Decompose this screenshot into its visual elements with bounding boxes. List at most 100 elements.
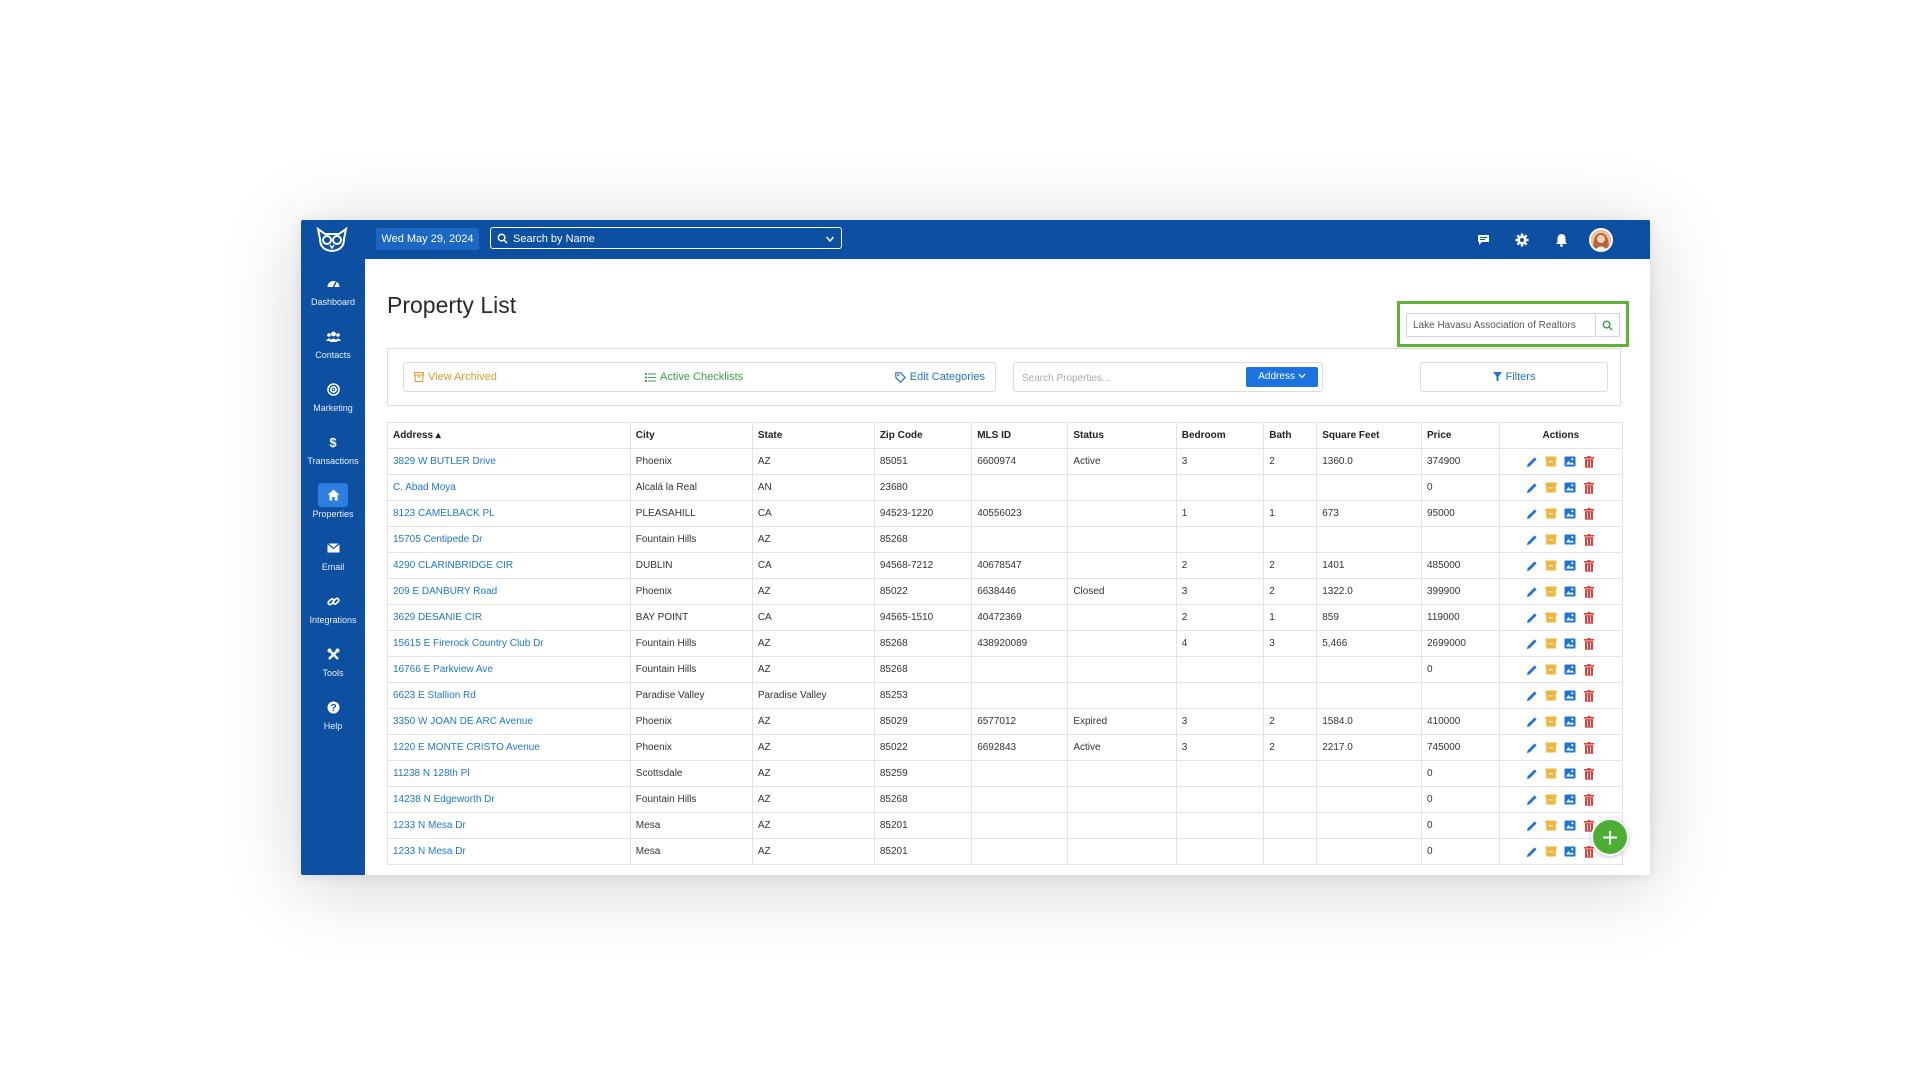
image-gallery-icon[interactable] — [1564, 585, 1577, 598]
image-gallery-icon[interactable] — [1564, 767, 1577, 780]
table-row[interactable]: 8123 CAMELBACK PL PLEASAHILL CA 94523-1220 4… — [387, 500, 1624, 527]
image-gallery-icon[interactable] — [1564, 533, 1577, 546]
archive-icon[interactable] — [1545, 741, 1558, 754]
edit-pencil-icon[interactable] — [1526, 507, 1539, 520]
cell-address[interactable]: 14238 N Edgeworth Dr — [387, 786, 631, 813]
column-header-address[interactable]: Address ▴ — [387, 422, 631, 449]
chat-icon[interactable] — [1472, 229, 1494, 251]
delete-trash-icon[interactable] — [1583, 455, 1596, 468]
image-gallery-icon[interactable] — [1564, 663, 1577, 676]
image-gallery-icon[interactable] — [1564, 845, 1577, 858]
filters-button[interactable]: Filters — [1420, 362, 1608, 392]
column-header-bedroom[interactable]: Bedroom — [1175, 422, 1265, 449]
edit-pencil-icon[interactable] — [1526, 715, 1539, 728]
delete-trash-icon[interactable] — [1583, 637, 1596, 650]
cell-address[interactable]: 8123 CAMELBACK PL — [387, 500, 631, 527]
image-gallery-icon[interactable] — [1564, 507, 1577, 520]
cell-address[interactable]: 11238 N 128th Pl — [387, 760, 631, 787]
table-row[interactable]: 3350 W JOAN DE ARC Avenue Phoenix AZ 85029 6… — [387, 708, 1624, 735]
user-avatar[interactable] — [1589, 228, 1613, 252]
view-archived-button[interactable]: View Archived — [414, 371, 497, 383]
cell-address[interactable]: 1220 E MONTE CRISTO Avenue — [387, 734, 631, 761]
column-header-city[interactable]: City — [629, 422, 753, 449]
edit-pencil-icon[interactable] — [1526, 819, 1539, 832]
table-row[interactable]: 1233 N Mesa Dr Mesa AZ 85201 0 — [387, 838, 1624, 865]
table-row[interactable]: 15705 Centipede Dr Fountain Hills AZ 85268 — [387, 526, 1624, 553]
cell-address[interactable]: 1233 N Mesa Dr — [387, 812, 631, 839]
sidebar-item-contacts[interactable]: Contacts — [301, 324, 365, 368]
cell-address[interactable]: 3829 W BUTLER Drive — [387, 448, 631, 475]
archive-icon[interactable] — [1545, 845, 1558, 858]
archive-icon[interactable] — [1545, 637, 1558, 650]
archive-icon[interactable] — [1545, 585, 1558, 598]
delete-trash-icon[interactable] — [1583, 533, 1596, 546]
property-search-input[interactable] — [1020, 369, 1254, 387]
edit-pencil-icon[interactable] — [1526, 455, 1539, 468]
sidebar-item-transactions[interactable]: $ Transactions — [301, 430, 365, 474]
settings-gear-icon[interactable] — [1511, 229, 1533, 251]
image-gallery-icon[interactable] — [1564, 819, 1577, 832]
edit-pencil-icon[interactable] — [1526, 845, 1539, 858]
delete-trash-icon[interactable] — [1583, 611, 1596, 624]
archive-icon[interactable] — [1545, 767, 1558, 780]
edit-pencil-icon[interactable] — [1526, 585, 1539, 598]
cell-address[interactable]: 16766 E Parkview Ave — [387, 656, 631, 683]
table-row[interactable]: 16766 E Parkview Ave Fountain Hills AZ 8526… — [387, 656, 1624, 683]
image-gallery-icon[interactable] — [1564, 481, 1577, 494]
table-row[interactable]: 15615 E Firerock Country Club Dr Fountain… — [387, 630, 1624, 657]
table-row[interactable]: 1220 E MONTE CRISTO Avenue Phoenix AZ 85022… — [387, 734, 1624, 761]
table-row[interactable]: 4290 CLARINBRIDGE CIR DUBLIN CA 94568-7212 4… — [387, 552, 1624, 579]
image-gallery-icon[interactable] — [1564, 793, 1577, 806]
sidebar-item-help[interactable]: ? Help — [301, 695, 365, 739]
delete-trash-icon[interactable] — [1583, 715, 1596, 728]
cell-address[interactable]: 6623 E Stallion Rd — [387, 682, 631, 709]
sidebar-item-marketing[interactable]: Marketing — [301, 377, 365, 421]
delete-trash-icon[interactable] — [1583, 741, 1596, 754]
image-gallery-icon[interactable] — [1564, 715, 1577, 728]
association-search-button[interactable] — [1596, 313, 1620, 337]
cell-address[interactable]: 3350 W JOAN DE ARC Avenue — [387, 708, 631, 735]
column-header-mls-id[interactable]: MLS ID — [971, 422, 1069, 449]
archive-icon[interactable] — [1545, 533, 1558, 546]
delete-trash-icon[interactable] — [1583, 585, 1596, 598]
association-select[interactable]: Lake Havasu Association of Realtors — [1406, 313, 1596, 337]
delete-trash-icon[interactable] — [1583, 689, 1596, 702]
edit-pencil-icon[interactable] — [1526, 793, 1539, 806]
archive-icon[interactable] — [1545, 559, 1558, 572]
cell-address[interactable]: 209 E DANBURY Road — [387, 578, 631, 605]
image-gallery-icon[interactable] — [1564, 689, 1577, 702]
delete-trash-icon[interactable] — [1583, 663, 1596, 676]
table-row[interactable]: 3629 DESANIE CIR BAY POINT CA 94565-1510 404… — [387, 604, 1624, 631]
edit-pencil-icon[interactable] — [1526, 559, 1539, 572]
search-by-name-select[interactable]: Search by Name — [490, 227, 842, 249]
active-checklists-button[interactable]: Active Checklists — [645, 371, 743, 383]
delete-trash-icon[interactable] — [1583, 845, 1596, 858]
delete-trash-icon[interactable] — [1583, 767, 1596, 780]
delete-trash-icon[interactable] — [1583, 481, 1596, 494]
image-gallery-icon[interactable] — [1564, 455, 1577, 468]
sidebar-item-dashboard[interactable]: Dashboard — [301, 271, 365, 315]
table-row[interactable]: 14238 N Edgeworth Dr Fountain Hills AZ 8526… — [387, 786, 1624, 813]
edit-pencil-icon[interactable] — [1526, 689, 1539, 702]
sidebar-item-properties[interactable]: Properties — [301, 483, 365, 527]
delete-trash-icon[interactable] — [1583, 793, 1596, 806]
table-row[interactable]: 3829 W BUTLER Drive Phoenix AZ 85051 6600974… — [387, 448, 1624, 475]
owl-logo-icon[interactable] — [315, 225, 349, 253]
archive-icon[interactable] — [1545, 481, 1558, 494]
cell-address[interactable]: C. Abad Moya — [387, 474, 631, 501]
table-row[interactable]: 1233 N Mesa Dr Mesa AZ 85201 0 — [387, 812, 1624, 839]
column-header-price[interactable]: Price — [1421, 422, 1500, 449]
sidebar-item-email[interactable]: Email — [301, 536, 365, 580]
cell-address[interactable]: 15615 E Firerock Country Club Dr — [387, 630, 631, 657]
edit-pencil-icon[interactable] — [1526, 533, 1539, 546]
edit-pencil-icon[interactable] — [1526, 741, 1539, 754]
sidebar-item-tools[interactable]: Tools — [301, 642, 365, 686]
archive-icon[interactable] — [1545, 663, 1558, 676]
delete-trash-icon[interactable] — [1583, 819, 1596, 832]
edit-categories-button[interactable]: Edit Categories — [894, 371, 985, 383]
cell-address[interactable]: 15705 Centipede Dr — [387, 526, 631, 553]
archive-icon[interactable] — [1545, 611, 1558, 624]
image-gallery-icon[interactable] — [1564, 611, 1577, 624]
table-row[interactable]: 11238 N 128th Pl Scottsdale AZ 85259 0 — [387, 760, 1624, 787]
image-gallery-icon[interactable] — [1564, 559, 1577, 572]
